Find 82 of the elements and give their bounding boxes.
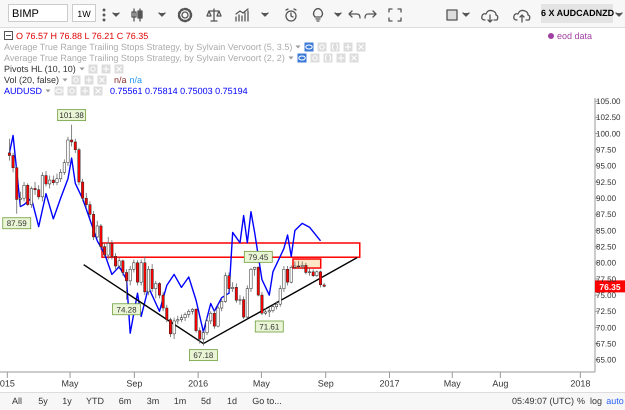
candlestick xyxy=(212,308,216,330)
candlestick xyxy=(52,175,55,186)
text: Go to... xyxy=(251,396,283,406)
y-tick-label: 82.50 xyxy=(596,242,617,252)
annotation: 87.59 xyxy=(6,219,28,228)
candlestick xyxy=(30,186,33,208)
candlestick xyxy=(297,260,300,270)
candlestick xyxy=(48,175,52,189)
y-tick-label: 97.50 xyxy=(596,146,617,155)
text: All xyxy=(10,396,23,406)
annotation: 71.61 xyxy=(259,322,280,332)
candlestick xyxy=(118,257,121,270)
candlestick xyxy=(216,304,220,328)
candlestick xyxy=(136,260,139,286)
candlestick xyxy=(150,264,154,292)
candlestick xyxy=(56,173,58,186)
text: Pivots HL (10, 10) xyxy=(4,64,76,74)
y-tick-label: 90.00 xyxy=(596,194,617,204)
annotation: 74.28 xyxy=(116,305,138,314)
text: 0.75561 0.75814 0.75003 0.75194 xyxy=(110,86,248,96)
y-tick-label: 85.00 xyxy=(596,226,617,236)
y-tick-label: 87.50 xyxy=(596,210,617,220)
y-tick-label: 72.50 xyxy=(596,307,617,316)
text: Average True Range Trailing Stops Strategy, by Sylvain Vervoort (5, 3.5) xyxy=(4,42,292,52)
y-tick-label: 95.00 xyxy=(596,162,617,171)
text: O 76.57 H 76.88 L 76.21 C 76.35 xyxy=(16,30,148,40)
candlestick xyxy=(40,172,44,202)
candlestick xyxy=(22,182,26,202)
annotation: 79.45 xyxy=(248,252,269,262)
candlestick xyxy=(234,283,238,304)
candlestick xyxy=(304,262,308,275)
x-tick-label: May xyxy=(62,378,80,388)
text: eod data xyxy=(557,30,592,40)
x-tick-label: Sep xyxy=(126,378,142,388)
x-tick-label: 2016 xyxy=(188,378,208,388)
text: % xyxy=(576,396,586,406)
x-tick-label: 2018 xyxy=(570,378,590,388)
text: auto xyxy=(605,396,625,406)
x-tick-label: May xyxy=(444,378,462,388)
text: 6 X AUDCADNZD xyxy=(541,4,614,23)
x-tick-label: 2017 xyxy=(380,378,400,388)
candlestick xyxy=(319,270,322,288)
y-tick-label: 65.00 xyxy=(596,356,617,365)
text: YTD xyxy=(85,396,105,406)
text: log xyxy=(589,396,603,406)
text: 1y xyxy=(61,396,73,406)
chart-title: BIMP xyxy=(8,4,68,22)
annotation: 67.18 xyxy=(193,351,214,360)
text: 5y xyxy=(37,396,49,406)
y-tick-label: 105.00 xyxy=(596,97,622,106)
y-tick-label: 100.00 xyxy=(596,129,622,138)
x-tick-label: Aug xyxy=(492,378,508,388)
y-tick-label: 92.50 xyxy=(596,178,617,187)
candlestick xyxy=(290,264,293,284)
x-tick-label: Sep xyxy=(318,378,334,388)
text: 3m xyxy=(146,396,160,406)
text: 5d xyxy=(200,396,212,406)
text: Vol (20, false) xyxy=(4,74,60,84)
text: n/a xyxy=(114,74,127,84)
candlestick xyxy=(147,266,150,296)
candlestick xyxy=(172,317,176,340)
text: 1m xyxy=(172,396,188,406)
candlestick xyxy=(286,266,290,286)
text: 6m xyxy=(118,396,132,406)
text: AUDUSD xyxy=(4,86,42,96)
text: 05:49:07 (UTC) xyxy=(512,396,574,406)
y-tick-label: 102.50 xyxy=(596,113,622,122)
text: 1W xyxy=(72,4,96,22)
x-tick-label: May xyxy=(252,378,270,388)
y-tick-label: 75.00 xyxy=(596,290,617,300)
y-tick-label: 80.00 xyxy=(596,258,617,268)
text: 1d xyxy=(226,396,238,406)
y-tick-label: 70.00 xyxy=(596,323,617,332)
text: 76.35 xyxy=(599,282,621,292)
candlestick xyxy=(106,236,110,260)
text: Average True Range Trailing Stops Strategy, by Sylvain Vervoort (2, 2) xyxy=(4,52,285,62)
annotation: 101.38 xyxy=(59,111,84,120)
text: n/a xyxy=(130,74,142,84)
x-tick-label: 015 xyxy=(0,378,15,388)
y-tick-label: 67.50 xyxy=(596,339,617,348)
candlestick xyxy=(26,182,30,206)
candlestick xyxy=(308,268,311,276)
